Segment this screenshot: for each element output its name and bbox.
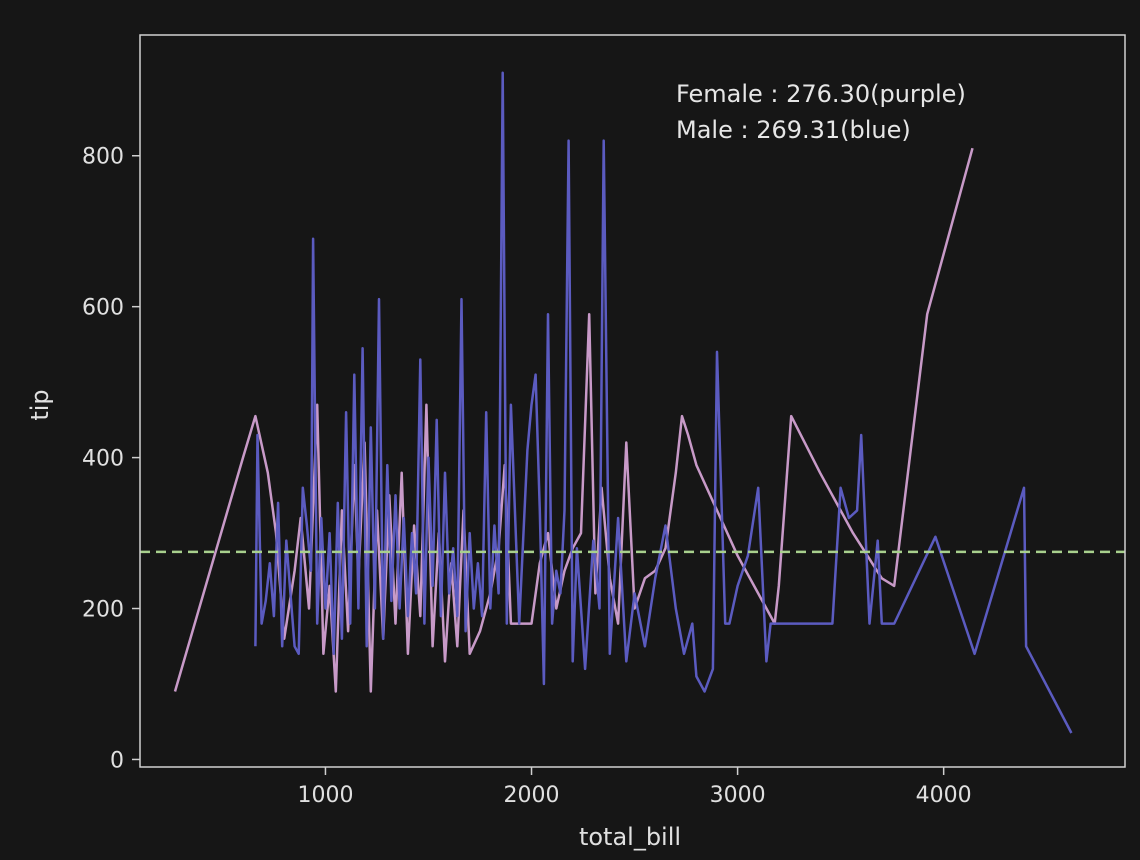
x-axis-ticks: 1000 2000 3000 4000 (297, 767, 972, 808)
x-tick-label: 3000 (710, 783, 766, 808)
series-line-female (173, 147, 974, 693)
annotation-female: Female : 276.30(purple) (676, 80, 966, 108)
y-tick-label: 600 (82, 296, 124, 321)
x-tick-label: 2000 (504, 783, 560, 808)
y-axis-label: tip (26, 389, 54, 420)
y-axis-ticks: 0 200 400 600 800 (82, 145, 140, 773)
y-tick-label: 400 (82, 447, 124, 472)
y-tick-label: 0 (110, 748, 124, 773)
y-tick-label: 200 (82, 598, 124, 623)
annotation-male: Male : 269.31(blue) (676, 116, 911, 144)
series-line-male (254, 71, 1073, 734)
axes-frame (139, 34, 1126, 768)
x-tick-label: 4000 (916, 783, 972, 808)
x-tick-label: 1000 (297, 783, 353, 808)
x-axis-label: total_bill (579, 823, 681, 851)
y-tick-label: 800 (82, 145, 124, 170)
series-lines (173, 71, 1073, 734)
